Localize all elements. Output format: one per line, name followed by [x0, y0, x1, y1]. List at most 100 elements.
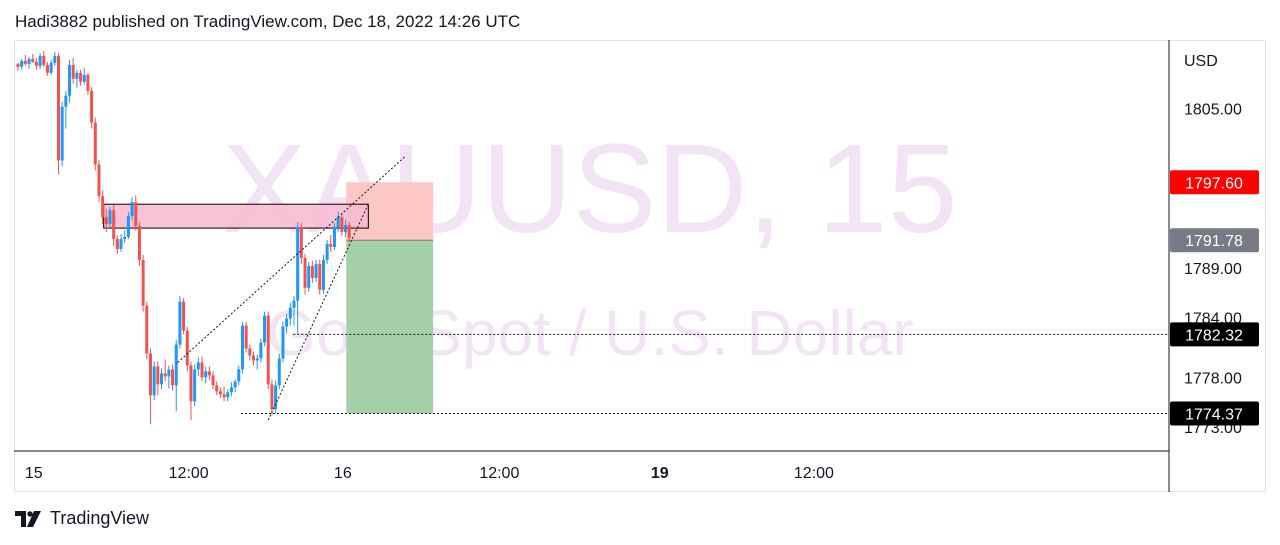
- candle-body: [20, 60, 24, 67]
- candle-body: [31, 58, 35, 62]
- published-info: Hadi3882 published on TradingView.com, D…: [15, 12, 521, 31]
- candle-body: [101, 196, 105, 218]
- tradingview-logo-icon: [15, 510, 43, 527]
- candle-body: [38, 55, 42, 66]
- candle-body: [60, 106, 64, 161]
- candle-body: [211, 375, 215, 386]
- price-marker-label-bg: [1170, 170, 1259, 195]
- candle-body: [82, 74, 86, 82]
- candle-body: [112, 210, 116, 240]
- candle-body: [314, 263, 318, 278]
- candle-body: [248, 348, 252, 356]
- candle-body: [148, 353, 152, 396]
- candle-body: [137, 226, 141, 260]
- candle-body: [288, 307, 292, 319]
- candle-body: [90, 90, 94, 123]
- axes: USD 1805.001789.001784.001778.001773.00 …: [14, 40, 1259, 492]
- price-marker-label-bg: [1170, 228, 1259, 253]
- candle-body: [182, 301, 186, 331]
- candle-body: [296, 227, 300, 301]
- candle-body: [222, 394, 226, 398]
- candle-body: [71, 64, 75, 79]
- price-chart[interactable]: XAUUSD, 15 Gold Spot / U.S. Dollar USD 1…: [0, 0, 1280, 500]
- candle-body: [263, 315, 267, 343]
- candle-body: [244, 325, 248, 349]
- time-tick-label: 12:00: [169, 465, 209, 482]
- candle-body: [196, 362, 200, 370]
- candle-body: [178, 301, 182, 345]
- candle-body: [332, 227, 336, 247]
- candle-body: [252, 355, 256, 361]
- price-marker-label-bg: [1170, 401, 1259, 426]
- candle-body: [34, 61, 38, 66]
- candle-body: [266, 315, 270, 385]
- price-tick-label: 1789.00: [1184, 261, 1242, 278]
- candle-body: [218, 391, 222, 395]
- candle-body: [240, 325, 244, 370]
- time-tick-label: 12:00: [794, 465, 834, 482]
- trendline[interactable]: [177, 156, 406, 363]
- candle-body: [75, 72, 79, 79]
- candle-body: [318, 263, 322, 290]
- candle-body: [329, 244, 333, 247]
- time-tick-label: 19: [651, 465, 669, 482]
- candle-body: [53, 55, 57, 63]
- candle-body: [141, 259, 145, 306]
- candle-body: [277, 358, 281, 386]
- candle-body: [307, 265, 311, 288]
- candle-body: [93, 122, 97, 165]
- footer-brand: TradingView: [50, 508, 150, 528]
- candle-body: [123, 237, 127, 240]
- candle-body: [167, 369, 171, 377]
- supply-zone-rectangle[interactable]: [103, 203, 369, 229]
- candle-body: [189, 365, 193, 402]
- candle-body: [193, 369, 197, 402]
- candle-body: [237, 369, 241, 382]
- candle-body: [204, 371, 208, 378]
- candle-body: [163, 373, 167, 377]
- candle-body: [16, 63, 20, 67]
- candle-body: [336, 217, 340, 228]
- candle-body: [156, 366, 160, 385]
- candle-body: [119, 239, 123, 249]
- candle-body: [344, 225, 348, 233]
- candle-body: [86, 74, 90, 91]
- candle-body: [42, 55, 46, 65]
- chart-frame[interactable]: [14, 40, 1266, 492]
- time-tick-label: 12:00: [479, 465, 519, 482]
- candle-body: [152, 366, 156, 396]
- candle-body: [274, 385, 278, 410]
- candle-body: [292, 300, 296, 308]
- candle-body: [259, 342, 263, 359]
- candle-body: [185, 330, 189, 366]
- candle-body: [108, 210, 112, 225]
- candle-body: [126, 216, 130, 238]
- candle-body: [145, 305, 149, 354]
- candle-body: [325, 244, 329, 260]
- candle-body: [270, 384, 274, 410]
- price-marker-label: 1774.37: [1185, 406, 1243, 423]
- candle-body: [23, 60, 27, 64]
- price-marker-label: 1791.78: [1185, 233, 1243, 250]
- candle-body: [64, 95, 68, 107]
- price-marker-label-bg: [1170, 322, 1259, 347]
- candle-body: [79, 72, 83, 82]
- candle-body: [207, 371, 211, 376]
- candle-body: [299, 227, 303, 258]
- candle-body: [130, 202, 134, 217]
- price-axis-currency: USD: [1184, 53, 1218, 70]
- candle-body: [200, 362, 204, 378]
- candle-body: [56, 55, 60, 161]
- symbol-watermark: XAUUSD, 15 Gold Spot / U.S. Dollar: [222, 118, 957, 369]
- candle-body: [310, 265, 314, 278]
- candle-body: [115, 239, 119, 249]
- price-marker-label: 1797.60: [1185, 175, 1243, 192]
- take-profit-zone[interactable]: [346, 240, 434, 414]
- candle-body: [340, 217, 344, 233]
- price-marker-label: 1782.32: [1185, 327, 1243, 344]
- candle-body: [171, 369, 175, 386]
- candle-body: [226, 392, 230, 398]
- time-tick-label: 15: [25, 465, 43, 482]
- price-tick-label: 1805.00: [1184, 102, 1242, 119]
- candle-body: [104, 217, 108, 225]
